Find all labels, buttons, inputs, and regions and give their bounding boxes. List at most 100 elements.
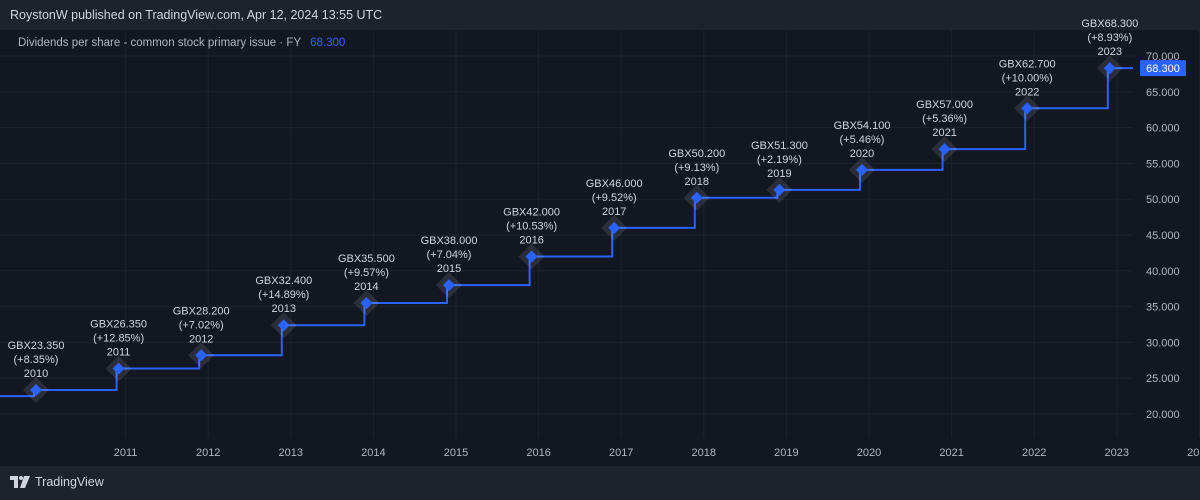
x-tick-label: 2018 xyxy=(692,447,716,459)
x-tick-label: 2019 xyxy=(774,447,798,459)
data-label-change: (+5.46%) xyxy=(840,134,885,146)
series-legend[interactable]: Dividends per share - common stock prima… xyxy=(18,37,345,49)
data-label-value: GBX35.500 xyxy=(338,253,395,265)
x-tick-label: 2020 xyxy=(857,447,881,459)
series-name: Dividends per share - common stock prima… xyxy=(18,37,301,49)
data-point xyxy=(112,362,125,375)
data-label-change: (+10.00%) xyxy=(1002,72,1053,84)
data-label-year: 2014 xyxy=(354,281,378,293)
data-label-change: (+7.02%) xyxy=(179,319,224,331)
data-label-year: 2021 xyxy=(932,127,956,139)
data-label-value: GBX57.000 xyxy=(916,99,973,111)
data-point xyxy=(360,297,373,310)
data-label-value: GBX32.400 xyxy=(255,275,312,287)
data-label-value: GBX62.700 xyxy=(999,58,1056,70)
x-tick-label: 2015 xyxy=(444,447,468,459)
data-label-value: GBX26.350 xyxy=(90,319,147,331)
data-point xyxy=(525,250,538,263)
y-tick-label: 30.000 xyxy=(1146,337,1180,349)
data-label-year: 2011 xyxy=(107,347,131,359)
tradingview-logo-icon xyxy=(10,476,30,488)
data-label-year: 2012 xyxy=(189,333,213,345)
dividend-step-line xyxy=(0,67,1133,398)
data-label-change: (+5.36%) xyxy=(922,113,967,125)
last-value-marker: 68.300 xyxy=(1140,60,1186,77)
last-value-text: 68.300 xyxy=(1146,63,1180,75)
data-label-change: (+9.57%) xyxy=(344,267,389,279)
data-label-change: (+14.89%) xyxy=(258,289,309,301)
y-tick-label: 40.000 xyxy=(1146,266,1180,278)
data-label-change: (+2.19%) xyxy=(757,154,802,166)
data-point xyxy=(938,143,951,156)
data-point xyxy=(1021,102,1034,115)
data-label-year: 2015 xyxy=(437,263,461,275)
x-tick-label: 2017 xyxy=(609,447,633,459)
point-labels: GBX23.350 (+8.35%) 2010 GBX26.350 (+12.85%) 2… xyxy=(8,18,1139,380)
data-point xyxy=(443,279,455,292)
x-axis-ticks: 2011 2012 2013 2014 2015 2016 2017 2018 2019 2020… xyxy=(114,447,1200,459)
bottom-bar xyxy=(0,466,1200,500)
last-value-badge xyxy=(1140,60,1186,77)
data-label-year: 2023 xyxy=(1098,46,1122,58)
data-label-change: (+9.13%) xyxy=(674,162,719,174)
data-label-year: 2013 xyxy=(272,303,296,315)
y-axis-ticks: 20.000 25.000 30.000 35.000 40.000 45.000 50.0… xyxy=(1146,51,1180,421)
data-label-value: GBX23.350 xyxy=(8,340,65,352)
data-label-change: (+7.04%) xyxy=(427,249,472,261)
x-tick-label: 2012 xyxy=(196,447,220,459)
x-tick-label: 2022 xyxy=(1022,447,1046,459)
data-point xyxy=(690,191,703,204)
data-label-value: GBX46.000 xyxy=(586,178,643,190)
y-tick-label: 65.000 xyxy=(1146,87,1180,99)
data-point xyxy=(608,221,621,234)
y-tick-label: 70.000 xyxy=(1146,51,1180,63)
data-point xyxy=(195,349,208,362)
y-tick-label: 60.000 xyxy=(1146,123,1180,135)
data-point xyxy=(30,384,42,397)
chart-area[interactable] xyxy=(0,30,1200,466)
dividend-series xyxy=(0,55,1133,404)
x-tick-label: 2024 xyxy=(1187,447,1200,459)
data-label-year: 2016 xyxy=(519,234,543,246)
x-tick-label: 2023 xyxy=(1105,447,1129,459)
data-label-value: GBX68.300 xyxy=(1081,18,1138,30)
x-tick-label: 2014 xyxy=(361,447,385,459)
x-tick-label: 2011 xyxy=(114,447,138,459)
data-label-change: (+9.52%) xyxy=(592,192,637,204)
data-label-change: (+12.85%) xyxy=(93,333,144,345)
tradingview-brand: TradingView xyxy=(35,475,104,489)
data-label-change: (+10.53%) xyxy=(506,220,557,232)
y-tick-label: 50.000 xyxy=(1146,194,1180,206)
y-tick-label: 25.000 xyxy=(1146,373,1180,385)
y-tick-label: 55.000 xyxy=(1146,158,1180,170)
data-label-year: 2017 xyxy=(602,206,626,218)
data-label-year: 2019 xyxy=(767,168,791,180)
data-label-year: 2022 xyxy=(1015,86,1039,98)
publisher-info: RoystonW published on TradingView.com, A… xyxy=(10,8,383,22)
data-label-change: (+8.35%) xyxy=(14,354,59,366)
data-point xyxy=(773,183,786,196)
y-tick-label: 20.000 xyxy=(1146,409,1180,421)
data-label-year: 2018 xyxy=(685,176,709,188)
data-point xyxy=(856,163,868,176)
data-point xyxy=(1103,62,1116,75)
data-label-value: GBX50.200 xyxy=(668,148,725,160)
series-last-value: 68.300 xyxy=(310,37,346,49)
data-point xyxy=(277,319,290,332)
x-tick-label: 2021 xyxy=(939,447,963,459)
y-tick-label: 45.000 xyxy=(1146,230,1180,242)
x-tick-label: 2016 xyxy=(526,447,550,459)
x-tick-label: 2013 xyxy=(279,447,303,459)
data-label-value: GBX54.100 xyxy=(834,120,891,132)
data-label-change: (+8.93%) xyxy=(1087,32,1132,44)
chart-grid xyxy=(0,30,1200,438)
tradingview-logo[interactable]: TradingView xyxy=(10,475,104,489)
y-tick-label: 35.000 xyxy=(1146,302,1180,314)
data-label-year: 2010 xyxy=(24,368,48,380)
data-label-value: GBX28.200 xyxy=(173,305,230,317)
data-label-value: GBX51.300 xyxy=(751,140,808,152)
data-label-value: GBX38.000 xyxy=(421,235,478,247)
data-label-value: GBX42.000 xyxy=(503,206,560,218)
top-bar xyxy=(0,0,1200,30)
